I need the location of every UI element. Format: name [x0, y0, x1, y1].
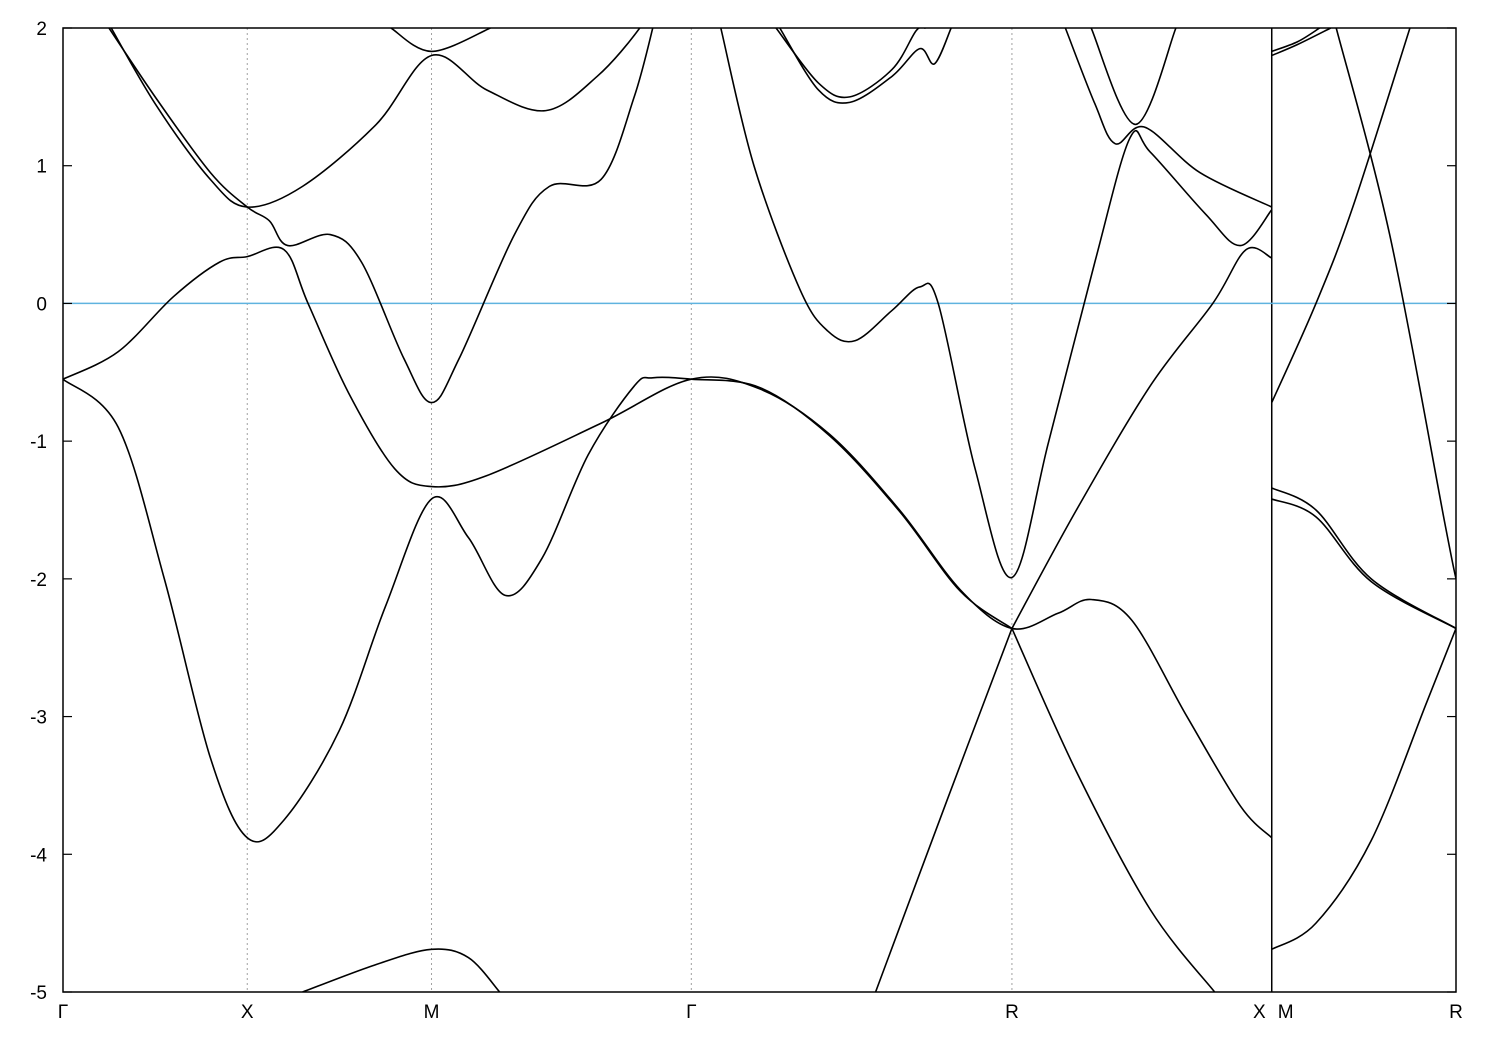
y-tick-label: -2: [30, 570, 47, 591]
bands: [63, 28, 1456, 992]
band-line: [1271, 28, 1332, 57]
band-line: [108, 28, 654, 404]
plot-frame: [62, 27, 1457, 993]
y-tick-label: -5: [30, 983, 47, 1004]
x-tick-label: X: [241, 1002, 254, 1023]
band-line: [779, 28, 952, 104]
band-line: [390, 28, 491, 53]
x-tick-label: Γ: [58, 1002, 68, 1023]
band-line: [874, 628, 1013, 992]
x-tick-label: X: [1253, 1002, 1266, 1023]
band-line: [1090, 28, 1177, 126]
y-tick-label: -1: [30, 432, 47, 453]
band-line: [63, 246, 1273, 839]
y-tick-label: -4: [30, 845, 47, 866]
y-tick-label: 1: [36, 157, 47, 178]
band-line: [1011, 628, 1216, 992]
gridlines: [246, 28, 1273, 992]
band-line: [775, 28, 926, 99]
band-line: [1271, 28, 1411, 403]
y-tick-label: 0: [36, 294, 47, 315]
band-line: [720, 28, 1273, 579]
band-line: [1271, 28, 1321, 53]
band-line: [1271, 498, 1456, 630]
band-line: [63, 376, 1013, 843]
band-line: [1064, 28, 1273, 208]
band-line: [302, 948, 501, 992]
x-tick-label: M: [424, 1002, 440, 1023]
band-line: [1011, 246, 1273, 629]
y-tick-label: 2: [36, 19, 47, 40]
x-tick-label: M: [1278, 1002, 1294, 1023]
band-line: [1271, 628, 1456, 951]
band-line: [1335, 28, 1456, 580]
x-tick-label: Γ: [686, 1002, 696, 1023]
band-line: [110, 28, 641, 208]
x-tick-label: R: [1005, 1002, 1019, 1023]
x-tick-label: R: [1449, 1002, 1463, 1023]
band-line: [1271, 487, 1456, 630]
y-tick-label: -3: [30, 708, 47, 729]
